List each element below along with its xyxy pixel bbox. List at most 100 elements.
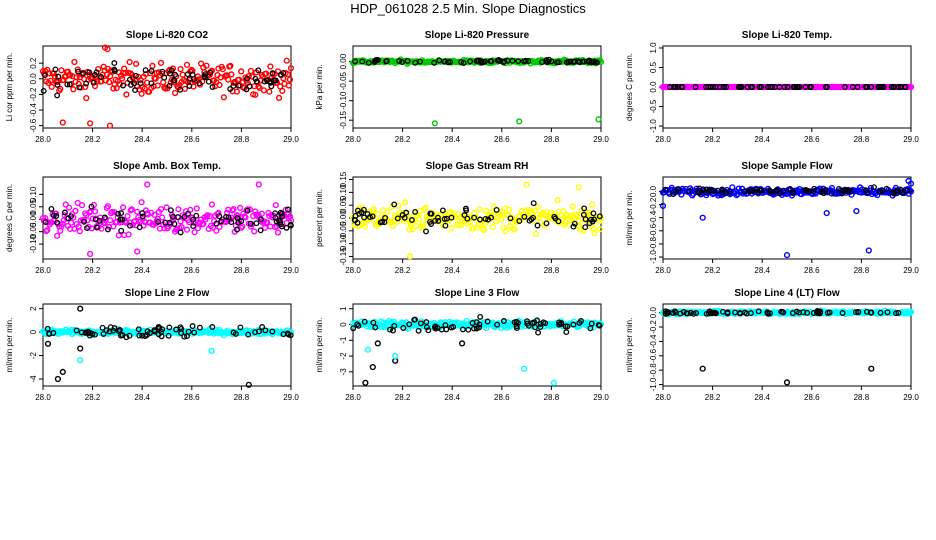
data-point-black <box>106 328 113 335</box>
x-tick-label: 28.2 <box>395 393 411 402</box>
data-point <box>511 226 518 233</box>
y-tick-label: 0.05 <box>339 197 348 213</box>
data-point-black <box>438 326 445 333</box>
chart-panel: Slope Li-820 Pressure kPa per min. 28.0 28.… <box>315 30 609 144</box>
x-tick-label: 28.4 <box>444 135 460 144</box>
data-point-black <box>361 318 368 325</box>
data-point-black <box>100 330 107 337</box>
data-point <box>193 205 200 212</box>
data-point-black <box>473 325 480 332</box>
data-point-black <box>132 72 139 79</box>
data-point <box>109 208 116 216</box>
data-point-black <box>670 309 676 316</box>
data-point-black <box>185 328 192 335</box>
data-point-black <box>42 219 49 226</box>
data-point-black <box>792 84 799 90</box>
data-point <box>907 83 915 91</box>
chart-title: Slope Li-820 Pressure <box>425 30 530 41</box>
data-point-black <box>252 329 258 336</box>
data-point <box>589 201 596 208</box>
data-point-black <box>864 189 871 196</box>
data-point <box>456 222 463 229</box>
data-point-black <box>562 323 569 330</box>
data-point <box>104 203 112 210</box>
chart-title: Slope Sample Flow <box>741 161 832 172</box>
data-point-black <box>458 59 465 65</box>
y-tick-label: -0.4 <box>29 103 38 117</box>
data-point <box>370 206 377 213</box>
data-point-black <box>155 218 162 225</box>
x-tick-label: 28.0 <box>655 135 671 144</box>
data-point <box>71 58 78 66</box>
data-point <box>65 204 73 211</box>
y-tick-label: 1.0 <box>649 42 658 54</box>
y-tick-label: -0.4 <box>649 210 658 224</box>
y-tick-label: 0 <box>29 329 38 334</box>
x-tick-label: 28.2 <box>85 266 101 275</box>
data-point-black <box>87 330 94 336</box>
data-point <box>213 227 220 234</box>
x-tick-label: 28.8 <box>854 266 870 275</box>
y-tick-label: -0.05 <box>339 221 348 240</box>
data-point <box>183 61 191 68</box>
page-title: HDP_061028 2.5 Min. Slope Diagnostics <box>350 1 586 16</box>
data-point-black <box>169 213 176 220</box>
data-point-black <box>723 84 730 90</box>
data-point <box>126 58 133 66</box>
data-point-black <box>383 58 389 65</box>
data-point-black <box>412 59 419 66</box>
data-point-black <box>662 308 669 315</box>
data-point-black <box>442 222 449 229</box>
data-point-black <box>205 78 212 85</box>
data-point-black <box>705 310 712 317</box>
data-point-black <box>716 84 723 90</box>
data-point-black <box>360 206 367 213</box>
data-point-black <box>279 213 286 220</box>
data-point-black <box>662 310 669 317</box>
data-point-black <box>439 207 446 214</box>
outlier-point <box>77 345 84 352</box>
data-point-black <box>515 58 522 65</box>
data-point-black <box>196 324 203 331</box>
data-point-black <box>189 323 196 330</box>
data-point <box>91 208 99 215</box>
data-point <box>73 74 80 81</box>
data-point <box>83 94 90 102</box>
outlier-point <box>516 118 523 125</box>
data-point <box>170 214 178 221</box>
data-point <box>422 204 429 212</box>
data-point-black <box>166 70 173 77</box>
data-point <box>53 232 61 239</box>
data-point <box>274 68 282 75</box>
data-point <box>384 208 391 215</box>
data-point-black <box>686 188 693 195</box>
data-point-black <box>696 185 703 192</box>
x-tick-label: 28.8 <box>854 393 870 402</box>
data-point-black <box>441 216 448 222</box>
data-point-black <box>841 84 848 90</box>
data-point <box>141 85 148 92</box>
data-point-black <box>423 228 429 235</box>
data-point-black <box>571 220 578 227</box>
y-axis-label: ml/min per min. <box>5 318 14 373</box>
data-point-black <box>735 84 742 90</box>
data-point-black <box>93 69 100 76</box>
data-point-black <box>805 188 812 195</box>
x-tick-label: 28.6 <box>804 393 820 402</box>
outlier-point <box>659 202 667 210</box>
y-tick-label: 0.0 <box>649 81 658 93</box>
chart-panel: Slope Line 2 Flow ml/min per min. 28.0 28.2… <box>5 288 299 402</box>
data-point <box>252 91 259 98</box>
data-point-black <box>209 84 216 90</box>
data-point-black <box>423 324 430 331</box>
data-point <box>282 206 289 214</box>
data-point <box>154 82 161 89</box>
data-point <box>159 214 166 221</box>
data-point-black <box>789 188 796 195</box>
y-tick-label: -1.0 <box>649 250 658 264</box>
data-points <box>349 313 605 386</box>
y-axis-label: degrees C per min. <box>625 53 634 121</box>
data-point-black <box>817 309 824 316</box>
y-tick-label: -0.5 <box>649 99 658 113</box>
data-point <box>191 229 198 236</box>
